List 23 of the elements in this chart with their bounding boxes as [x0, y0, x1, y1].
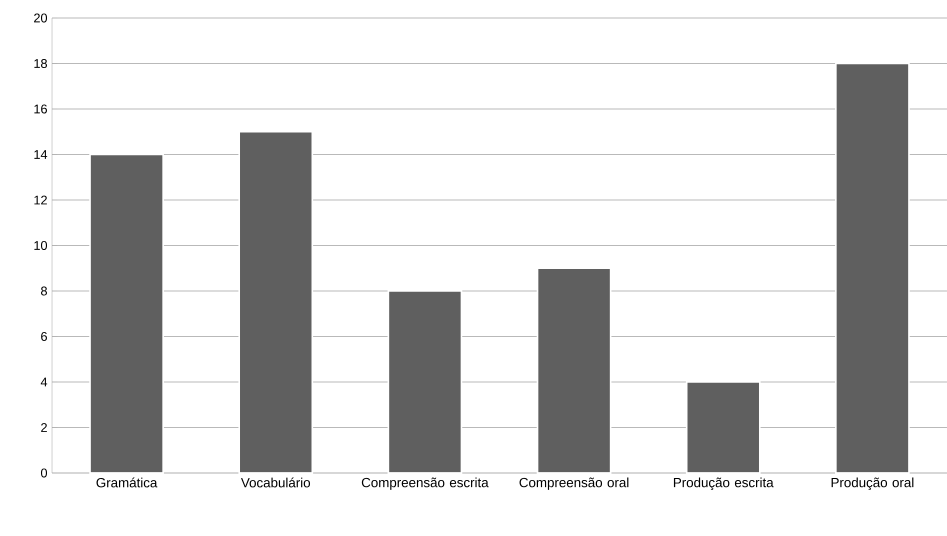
- y-tick-label: 0: [40, 468, 48, 478]
- bar: [686, 381, 761, 474]
- x-tick-label: Compreensão oral: [520, 477, 628, 490]
- x-tick-label: Produção oral: [832, 477, 914, 490]
- bar: [388, 290, 462, 474]
- x-tick-label: Produção escrita: [674, 477, 774, 490]
- bar: [536, 267, 612, 474]
- bar: [89, 154, 164, 474]
- y-tick-label: 12: [34, 196, 47, 204]
- x-tick-label: Compreensão escrita: [362, 477, 489, 490]
- y-tick-label: 16: [34, 104, 47, 114]
- y-tick-label: 6: [41, 332, 47, 341]
- y-tick-label: 10: [34, 241, 48, 250]
- bar: [238, 130, 314, 474]
- y-tick-label: 8: [41, 286, 47, 296]
- y-tick-label: 14: [34, 150, 48, 159]
- y-tick-label: 18: [34, 59, 47, 68]
- x-tick-label: Vocabulário: [240, 477, 310, 488]
- bar: [835, 62, 910, 474]
- y-tick-label: 2: [41, 423, 47, 432]
- x-tick-label: Gramática: [96, 477, 158, 488]
- y-tick-label: 4: [40, 378, 48, 386]
- y-tick-label: 20: [34, 14, 48, 22]
